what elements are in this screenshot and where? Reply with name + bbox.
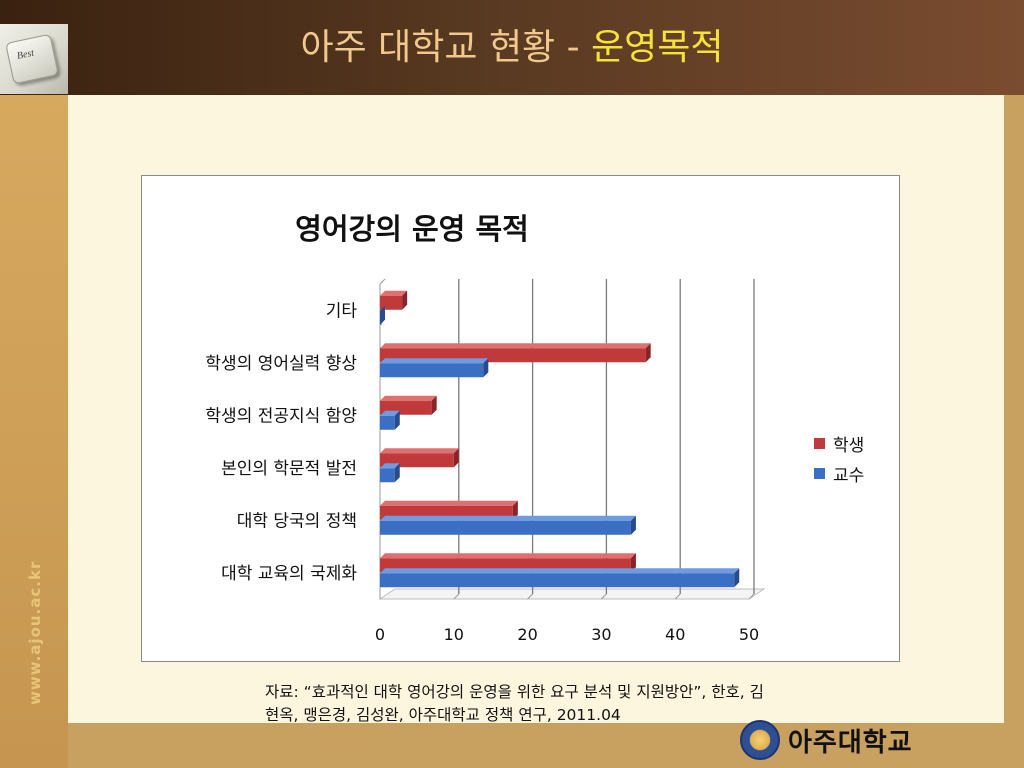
chart-title: 영어강의 운영 목적 (295, 212, 529, 246)
sidebar (0, 95, 68, 768)
bar-side-student (402, 290, 408, 310)
legend-label-student: 학생 (833, 435, 865, 456)
bar-top-student (380, 553, 636, 559)
best-key-badge: Best (0, 24, 68, 94)
legend-swatch-student (814, 437, 825, 449)
university-logo: 아주대학교 (740, 718, 913, 762)
legend-swatch-professor (814, 467, 825, 479)
bar-side-professor (630, 515, 636, 535)
legend-item-student: 학생 (814, 428, 864, 458)
chart-gridline-foot (748, 593, 755, 600)
x-tick-label: 40 (665, 625, 685, 644)
source-caption-line-1: 자료: “효과적인 대학 영어강의 운영을 위한 요구 분석 및 지원방안”, … (265, 683, 764, 701)
page-title: 아주 대학교 현황 - 운영목적 (0, 18, 1024, 70)
source-caption: 자료: “효과적인 대학 영어강의 운영을 위한 요구 분석 및 지원방안”, … (265, 681, 965, 727)
bar-professor (380, 468, 395, 483)
y-category-label: 대학 교육의 국제화 (221, 564, 357, 584)
chart-gridline-foot (601, 593, 607, 600)
x-tick-label: 0 (375, 625, 385, 644)
page-title-main: 아주 대학교 현황 - (300, 27, 592, 68)
bar-side-student (431, 395, 437, 415)
bar-professor (380, 573, 735, 588)
bar-side-professor (380, 305, 385, 325)
bar-top-student (380, 290, 408, 296)
bar-side-professor (734, 568, 740, 588)
header-bar: 아주 대학교 현황 - 운영목적 (0, 0, 1024, 95)
chart-gridline-foot (674, 593, 681, 600)
bar-top-professor (380, 463, 400, 469)
bar-side-professor (394, 410, 400, 430)
bar-professor (380, 363, 484, 378)
bar-top-professor (380, 515, 636, 521)
y-category-label: 기타 (326, 301, 358, 321)
bar-top-professor (380, 410, 400, 416)
chart-gridline-foot (527, 593, 533, 600)
source-caption-line-2: 현옥, 맹은경, 김성완, 아주대학교 정책 연구, 2011.04 (265, 706, 621, 724)
bar-top-student (380, 395, 437, 401)
site-url-label: www.ajou.ac.kr (26, 560, 44, 705)
chart-legend: 학생 교수 (814, 428, 864, 488)
y-category-label: 학생의 영어실력 향상 (205, 354, 357, 374)
y-category-label: 학생의 전공지식 함양 (205, 406, 357, 426)
bar-top-student (380, 343, 651, 349)
legend-item-professor: 교수 (814, 458, 864, 488)
chart-back-wall (385, 279, 754, 594)
bar-top-professor (380, 358, 489, 364)
x-tick-label: 20 (517, 625, 537, 644)
y-category-label: 대학 당국의 정책 (237, 511, 357, 531)
x-tick-label: 30 (591, 625, 611, 644)
bar-student (380, 295, 403, 310)
y-category-label: 본인의 학문적 발전 (221, 459, 357, 479)
bar-side-student (453, 448, 459, 468)
best-key-icon: Best (5, 33, 59, 85)
bar-side-student (512, 500, 518, 520)
best-key-label: Best (16, 47, 36, 62)
chart-floor (378, 588, 766, 600)
chart-y-axis-depth (379, 278, 386, 285)
bar-top-professor (380, 568, 740, 574)
university-seal-icon (740, 720, 780, 760)
page-title-highlight: 운영목적 (591, 27, 724, 68)
bar-side-professor (483, 358, 489, 378)
legend-label-professor: 교수 (833, 465, 865, 486)
bar-side-student (645, 343, 651, 363)
x-tick-label: 10 (444, 625, 464, 644)
bar-top-student (380, 500, 518, 506)
bar-professor (380, 520, 631, 535)
x-tick-label: 50 (739, 625, 759, 644)
bar-professor (380, 415, 395, 430)
bar-side-professor (394, 463, 400, 483)
bar-side-student (630, 553, 636, 573)
university-name: 아주대학교 (788, 727, 913, 758)
chart-gridline-foot (453, 593, 460, 600)
bar-top-student (380, 448, 459, 454)
